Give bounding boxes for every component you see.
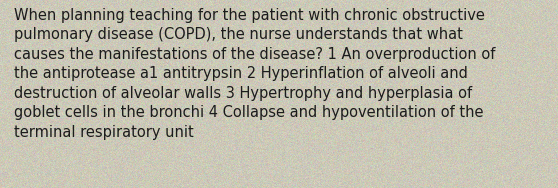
Text: When planning teaching for the patient with chronic obstructive
pulmonary diseas: When planning teaching for the patient w… <box>14 8 496 140</box>
